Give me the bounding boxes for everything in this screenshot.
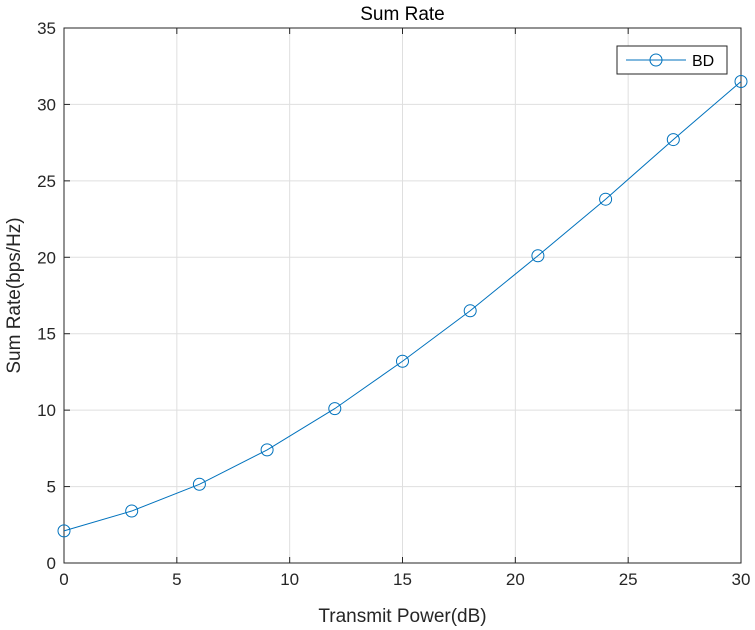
data-point-marker [531,249,545,263]
y-tick-label: 15 [37,325,56,344]
x-tick-label: 15 [393,570,412,589]
y-axis-label: Sum Rate(bps/Hz) [4,217,25,373]
x-tick-label: 0 [59,570,68,589]
data-point-marker [125,504,139,518]
y-tick-label: 25 [37,172,56,191]
data-point-marker [734,75,748,88]
y-tick-label: 30 [37,95,56,114]
series-line [63,81,742,532]
legend: BD [616,45,728,75]
legend-label: BD [692,53,714,70]
data-point-marker [192,477,206,491]
x-tick-label: 5 [172,570,181,589]
y-tick-label: 0 [47,554,56,573]
x-tick-label: 20 [506,570,525,589]
grid-lines [63,27,742,564]
series-layer [57,75,748,538]
y-tick-label: 5 [47,478,56,497]
x-axis-label: Transmit Power(dB) [318,606,486,627]
chart-title: Sum Rate [360,4,444,25]
data-point-marker [57,524,71,538]
x-tick-label: 25 [619,570,638,589]
x-tick-label: 10 [280,570,299,589]
axis-ticks: 0 5 10 15 20 25 30 0 5 10 15 20 25 30 35 [37,19,750,589]
data-point-marker [666,133,680,147]
y-tick-label: 10 [37,401,56,420]
data-point-marker [328,402,342,416]
data-point-marker [463,304,477,318]
data-point-marker [599,192,613,206]
x-tick-label: 30 [732,570,751,589]
legend-marker-circle-icon [649,53,663,67]
data-point-marker [260,443,274,457]
y-tick-label: 20 [37,248,56,267]
data-point-marker [396,354,409,368]
y-tick-label: 35 [37,19,56,38]
